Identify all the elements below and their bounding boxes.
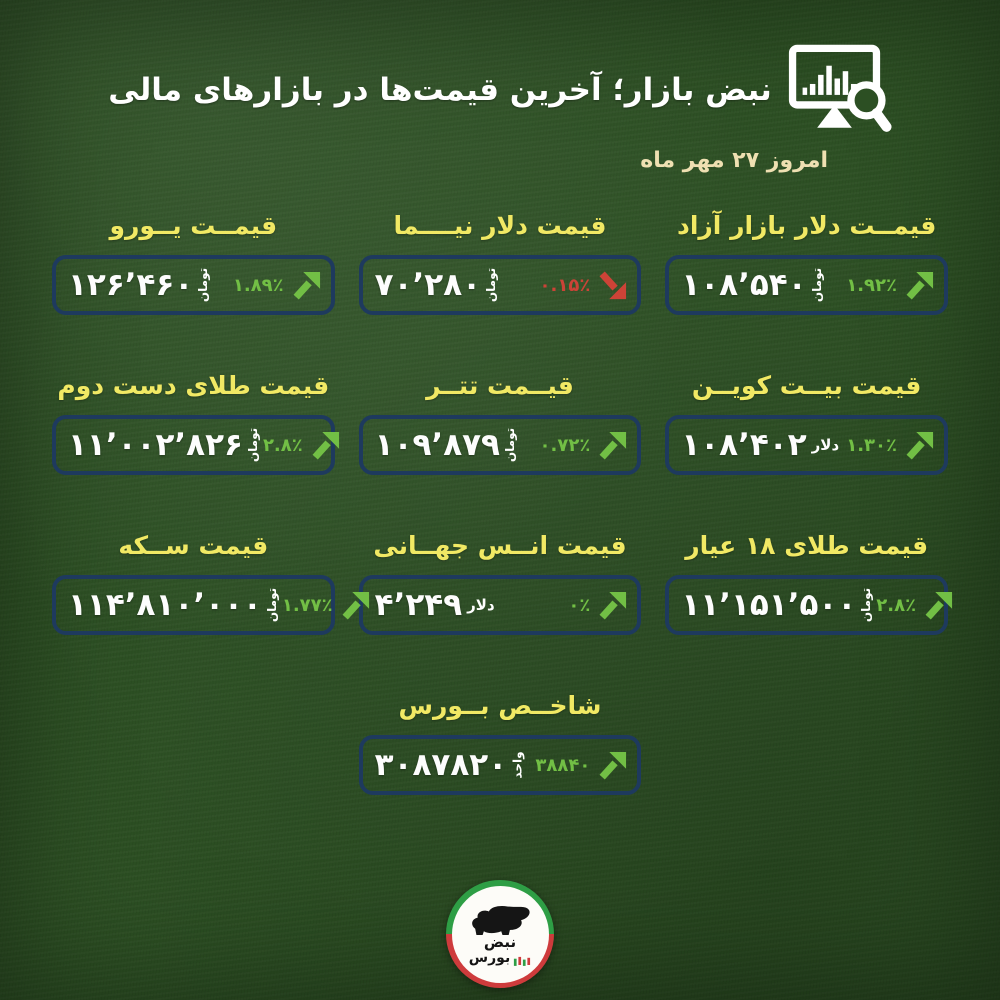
trend-arrow-icon (597, 750, 628, 781)
price-card-bourse-index: شاخــص بــورس ۳۰۸۷۸۲۰ واحد ۳۸۸۴۰ (358, 691, 642, 795)
trend-arrow-icon (923, 590, 954, 621)
price-box: ۱۰۹٬۸۷۹ تومان ۰.۷۲٪ (358, 415, 642, 475)
price-value: ۷۰٬۲۸۰ (374, 266, 482, 303)
unit-label: تومان (484, 267, 499, 303)
price-value: ۱۱٬۰۰۲٬۸۲۶ (68, 426, 244, 463)
change-value: ۲.۸٪ (262, 434, 303, 456)
page-title: نبض بازار؛ آخرین قیمت‌ها در بازارهای مال… (108, 72, 772, 108)
card-title: قیمــت یــورو (109, 211, 278, 240)
logo-inner-circle: نبض بورس (451, 885, 549, 983)
unit-label-wrap: دلار (467, 596, 495, 614)
price-value: ۱۱٬۱۵۱٬۵۰۰ (681, 586, 857, 623)
price-box: ۱۱۴٬۸۱۰٬۰۰۰ تومان ۱.۷۷٪ (52, 575, 369, 635)
price-box: ۱۰۸٬۴۰۲ دلار ۱.۳۰٪ (665, 415, 948, 475)
unit-label: واحد (510, 751, 525, 779)
price-card-nima-dollar: قیمت دلار نیــــما ۷۰٬۲۸۰ تومان ۰.۱۵٪ (358, 211, 642, 315)
price-card-tether: قیــمت تتــر ۱۰۹٬۸۷۹ تومان ۰.۷۲٪ (358, 371, 642, 475)
unit-label-wrap: تومان (262, 579, 282, 631)
price-box: ۱۱٬۰۰۲٬۸۲۶ تومان ۲.۸٪ (52, 415, 339, 475)
trend-arrow-icon (310, 430, 341, 461)
logo-text-row: بورس (468, 949, 531, 967)
unit-label: تومان (245, 427, 260, 463)
card-title: قیمت انــس جهــانی (373, 531, 627, 560)
price-value: ۱۰۸٬۵۴۰ (681, 266, 807, 303)
price-card-bitcoin: قیمت بیــت کویــن ۱۰۸٬۴۰۲ دلار ۱.۳۰٪ (665, 371, 948, 475)
monitor-chart-magnifier-icon (788, 42, 892, 138)
date-label: امروز ۲۷ مهر ماه (640, 148, 828, 173)
price-card-global-ounce: قیمت انــس جهــانی ۴٬۲۴۹ دلار ۰٪ (358, 531, 642, 635)
price-box: ۱۰۸٬۵۴۰ تومان ۱.۹۲٪ (665, 255, 948, 315)
trend-arrow-icon (904, 430, 935, 461)
change-value: ۱.۹۲٪ (846, 274, 897, 296)
card-title: قیمت بیــت کویــن (691, 371, 922, 400)
trend-arrow-icon (597, 270, 628, 301)
price-card-euro: قیمــت یــورو ۱۲۶٬۴۶۰ تومان ۱.۸۹٪ (52, 211, 335, 315)
unit-label-wrap: تومان (856, 579, 876, 631)
unit-label-wrap: تومان (193, 259, 213, 311)
card-title: قیمت ســکه (118, 531, 269, 560)
change-value: ۱.۷۷٪ (281, 594, 333, 616)
nabz-bourse-logo: نبض بورس (446, 880, 554, 988)
logo-text-line2: بورس (468, 949, 511, 966)
change-value: ۰.۱۵٪ (539, 274, 591, 296)
change-value: ۲.۸٪ (876, 594, 917, 616)
price-card-secondhand-gold: قیمت طلای دست دوم ۱۱٬۰۰۲٬۸۲۶ تومان ۲.۸٪ (52, 371, 339, 475)
card-title: قیمت طلای ۱۸ عیار (685, 531, 929, 560)
unit-label: تومان (809, 267, 824, 303)
footer: نبض بورس (0, 880, 1000, 988)
card-title: قیمت طلای دست دوم (57, 371, 330, 400)
price-value: ۱۱۴٬۸۱۰٬۰۰۰ (68, 586, 263, 623)
unit-label-wrap: تومان (243, 419, 263, 471)
price-box: ۱۱٬۱۵۱٬۵۰۰ تومان ۲.۸٪ (665, 575, 953, 635)
unit-label-wrap: تومان (481, 259, 501, 311)
unit-label-wrap: دلار (812, 436, 840, 454)
card-title: قیمــت دلار بازار آزاد (677, 211, 937, 240)
price-box: ۱۲۶٬۴۶۰ تومان ۱.۸۹٪ (52, 255, 335, 315)
price-card-free-market-dollar: قیمــت دلار بازار آزاد ۱۰۸٬۵۴۰ تومان ۱.۹… (665, 211, 948, 315)
trend-arrow-icon (904, 270, 935, 301)
price-box: ۴٬۲۴۹ دلار ۰٪ (358, 575, 642, 635)
candlestick-chart-icon (513, 952, 531, 967)
price-value: ۳۰۸۷۸۲۰ (374, 746, 508, 783)
change-value: ۳۸۸۴۰ (535, 754, 591, 776)
price-value: ۱۰۹٬۸۷۹ (374, 426, 501, 463)
unit-label-wrap: تومان (500, 419, 520, 471)
trend-arrow-icon (291, 270, 322, 301)
card-title: قیمت دلار نیــــما (393, 211, 607, 240)
price-value: ۴٬۲۴۹ (374, 586, 463, 623)
bull-icon (469, 904, 531, 936)
price-box: ۳۰۸۷۸۲۰ واحد ۳۸۸۴۰ (358, 735, 642, 795)
price-card-gold-18k: قیمت طلای ۱۸ عیار ۱۱٬۱۵۱٬۵۰۰ تومان ۲.۸٪ (665, 531, 953, 635)
unit-label: دلار (467, 596, 495, 614)
unit-label: دلار (811, 436, 840, 454)
change-value: ۱.۸۹٪ (232, 274, 284, 296)
card-title: قیــمت تتــر (426, 371, 574, 400)
unit-label: تومان (502, 427, 517, 463)
unit-label: تومان (859, 587, 874, 623)
logo-text-line1: نبض (483, 933, 517, 952)
price-card-coin: قیمت ســکه ۱۱۴٬۸۱۰٬۰۰۰ تومان ۱.۷۷٪ (52, 531, 369, 635)
trend-arrow-icon (597, 590, 628, 621)
trend-arrow-icon (340, 590, 371, 621)
unit-label: تومان (196, 267, 211, 303)
price-cards-grid: قیمــت دلار بازار آزاد ۱۰۸٬۵۴۰ تومان ۱.۹… (0, 173, 1000, 795)
unit-label: تومان (264, 587, 279, 623)
header-top: نبض بازار؛ آخرین قیمت‌ها در بازارهای مال… (0, 42, 1000, 138)
change-value: ۰.۷۲٪ (539, 434, 591, 456)
change-value: ۱.۳۰٪ (846, 434, 897, 456)
unit-label-wrap: واحد (507, 739, 527, 791)
header: نبض بازار؛ آخرین قیمت‌ها در بازارهای مال… (0, 0, 1000, 173)
trend-arrow-icon (597, 430, 628, 461)
change-value: ۰٪ (568, 594, 591, 616)
price-value: ۱۲۶٬۴۶۰ (68, 266, 194, 303)
card-title: شاخــص بــورس (398, 691, 602, 720)
unit-label-wrap: تومان (807, 259, 827, 311)
price-value: ۱۰۸٬۴۰۲ (681, 426, 807, 463)
price-box: ۷۰٬۲۸۰ تومان ۰.۱۵٪ (358, 255, 642, 315)
